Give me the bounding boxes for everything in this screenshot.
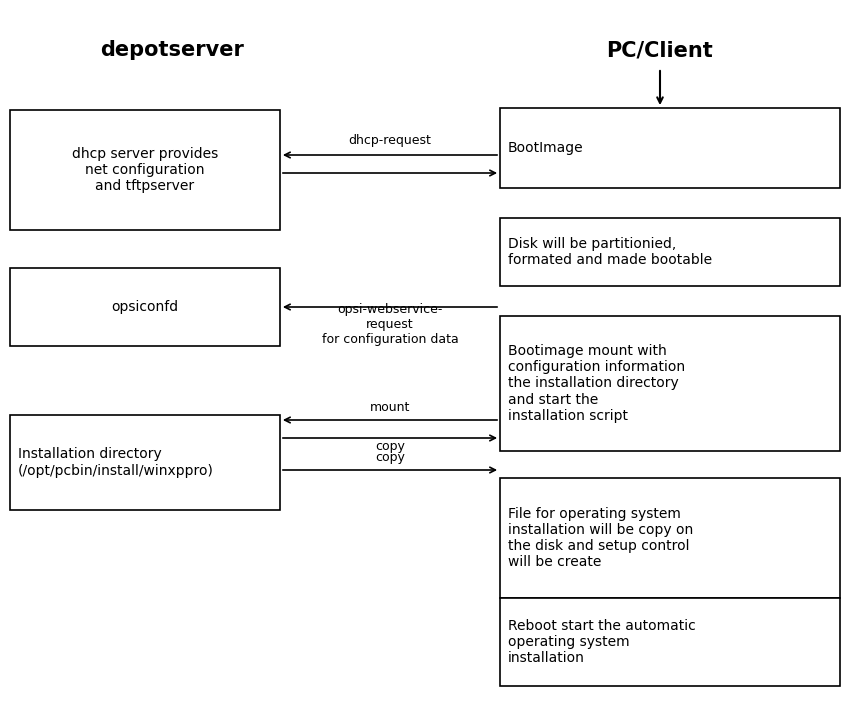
FancyBboxPatch shape — [500, 478, 840, 598]
FancyBboxPatch shape — [500, 316, 840, 451]
FancyBboxPatch shape — [500, 598, 840, 686]
Text: PC/Client: PC/Client — [607, 40, 714, 60]
FancyBboxPatch shape — [10, 110, 280, 230]
FancyBboxPatch shape — [500, 218, 840, 286]
Text: File for operating system
installation will be copy on
the disk and setup contro: File for operating system installation w… — [508, 507, 694, 569]
Text: Installation directory
(/opt/pcbin/install/winxppro): Installation directory (/opt/pcbin/insta… — [18, 447, 214, 477]
Text: Reboot start the automatic
operating system
installation: Reboot start the automatic operating sys… — [508, 619, 695, 665]
Text: opsi-webservice-
request
for configuration data: opsi-webservice- request for configurati… — [322, 303, 459, 346]
Text: dhcp server provides
net configuration
and tftpserver: dhcp server provides net configuration a… — [72, 147, 218, 193]
Text: copy: copy — [375, 451, 405, 464]
Text: mount: mount — [370, 401, 410, 414]
Text: Disk will be partitionied,
formated and made bootable: Disk will be partitionied, formated and … — [508, 237, 712, 267]
FancyBboxPatch shape — [10, 415, 280, 510]
FancyBboxPatch shape — [500, 108, 840, 188]
Text: depotserver: depotserver — [100, 40, 244, 60]
Text: copy: copy — [375, 440, 405, 453]
Text: Bootimage mount with
configuration information
the installation directory
and st: Bootimage mount with configuration infor… — [508, 344, 685, 423]
Text: BootImage: BootImage — [508, 141, 583, 155]
FancyBboxPatch shape — [10, 268, 280, 346]
Text: dhcp-request: dhcp-request — [349, 134, 432, 147]
Text: opsiconfd: opsiconfd — [112, 300, 179, 314]
